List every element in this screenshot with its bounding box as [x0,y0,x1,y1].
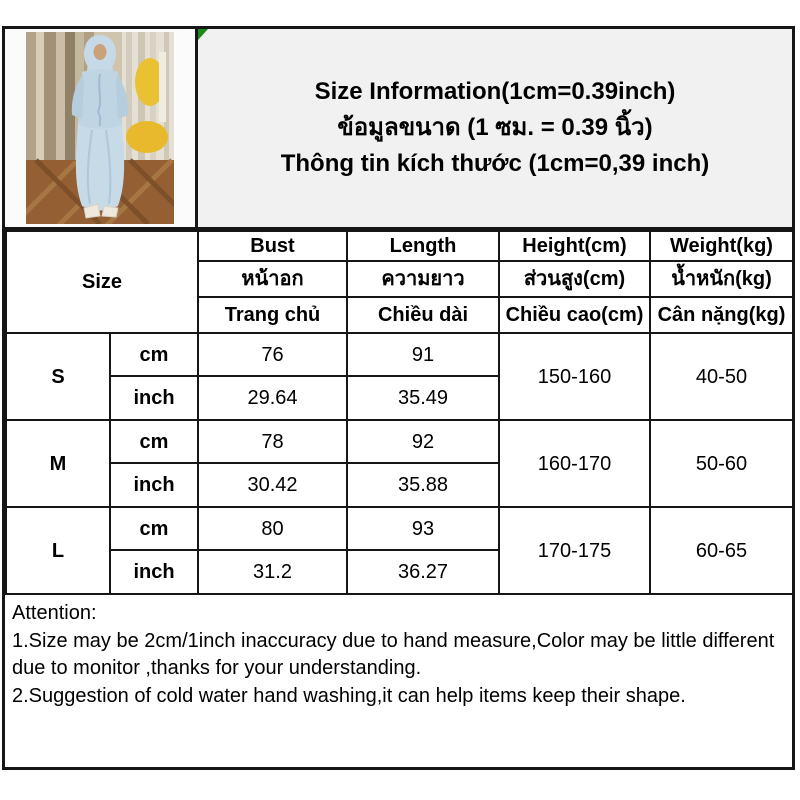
col-weight-en: Weight(kg) [649,230,794,262]
length-cm-l: 93 [346,506,500,551]
title-english: Size Information(1cm=0.39inch) [314,78,676,105]
height-s: 150-160 [498,332,651,421]
col-weight-th: น้ำหนัก(kg) [649,260,794,298]
product-model-photo [26,32,174,224]
bust-inch-s: 29.64 [197,375,348,421]
size-information-title-cell: Size Information(1cm=0.39inch) ข้อมูลขนา… [198,29,792,227]
cell-corner-flag-icon [198,29,208,40]
unit-cm-label: cm [109,419,199,464]
col-height-en: Height(cm) [498,230,651,262]
attention-heading: Attention: [12,602,97,624]
col-bust-en: Bust [197,230,348,262]
col-height-vi: Chiều cao(cm) [498,296,651,334]
weight-m: 50-60 [649,419,794,508]
col-bust-th: หน้าอก [197,260,348,298]
length-cm-s: 91 [346,332,500,377]
product-photo-cell [5,29,198,227]
col-weight-vi: Cân nặng(kg) [649,296,794,334]
unit-inch-label: inch [109,375,199,421]
bust-inch-m: 30.42 [197,462,348,508]
header-band: Size Information(1cm=0.39inch) ข้อมูลขนา… [5,29,792,230]
unit-inch-label: inch [109,462,199,508]
col-length-th: ความยาว [346,260,500,298]
length-inch-l: 36.27 [346,549,500,595]
title-vietnamese: Thông tin kích thước (1cm=0,39 inch) [280,150,710,177]
height-l: 170-175 [498,506,651,595]
col-height-th: ส่วนสูง(cm) [498,260,651,298]
attention-note-2: 2.Suggestion of cold water hand washing,… [12,684,686,707]
size-info-sheet: Size Information(1cm=0.39inch) ข้อมูลขนา… [2,26,795,770]
unit-cm-label: cm [109,506,199,551]
size-chart-table: Size Bust Length Height(cm) Weight(kg) ห… [5,230,794,595]
weight-l: 60-65 [649,506,794,595]
attention-notes: Attention: 1.Size may be 2cm/1inch inacc… [5,595,792,710]
length-inch-s: 35.49 [346,375,500,421]
height-m: 160-170 [498,419,651,508]
bust-cm-m: 78 [197,419,348,464]
title-thai: ข้อมูลขนาด (1 ซม. = 0.39 นิ้ว) [337,114,653,141]
col-length-en: Length [346,230,500,262]
unit-inch-label: inch [109,549,199,595]
length-inch-m: 35.88 [346,462,500,508]
unit-cm-label: cm [109,332,199,377]
size-column-header: Size [5,230,199,334]
length-cm-m: 92 [346,419,500,464]
weight-s: 40-50 [649,332,794,421]
size-row-l: L [5,506,111,595]
bust-cm-l: 80 [197,506,348,551]
col-length-vi: Chiều dài [346,296,500,334]
attention-note-1: 1.Size may be 2cm/1inch inaccuracy due t… [12,629,775,680]
size-row-m: M [5,419,111,508]
bust-inch-l: 31.2 [197,549,348,595]
col-bust-vi: Trang chủ [197,296,348,334]
size-row-s: S [5,332,111,421]
bust-cm-s: 76 [197,332,348,377]
